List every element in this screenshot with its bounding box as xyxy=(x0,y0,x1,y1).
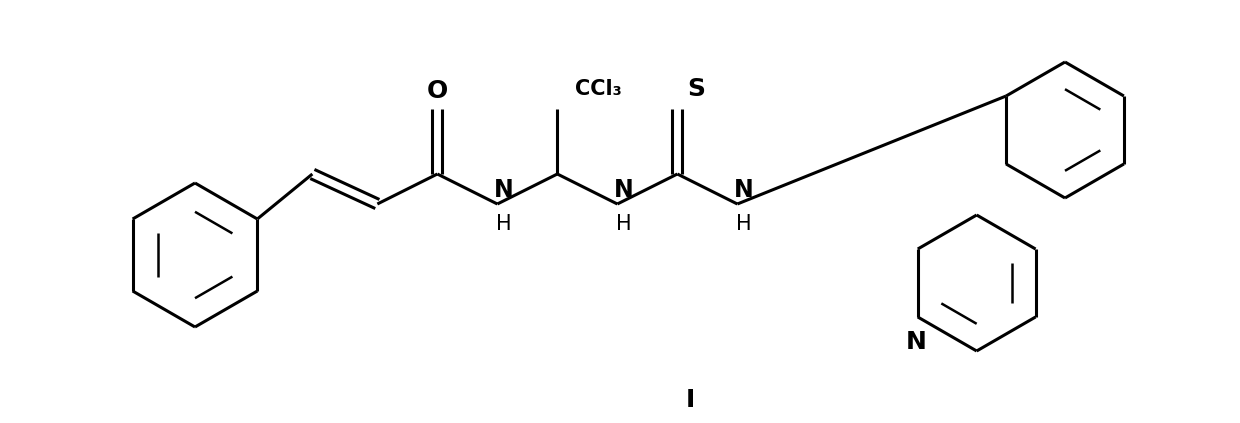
Text: S: S xyxy=(687,77,706,101)
Text: H: H xyxy=(615,214,631,234)
Text: H: H xyxy=(496,214,511,234)
Text: I: I xyxy=(686,388,694,412)
Text: N: N xyxy=(734,178,753,202)
Text: CCl₃: CCl₃ xyxy=(575,79,622,99)
Text: N: N xyxy=(494,178,513,202)
Text: N: N xyxy=(614,178,634,202)
Text: N: N xyxy=(905,330,926,354)
Text: H: H xyxy=(735,214,751,234)
Text: O: O xyxy=(427,79,448,103)
